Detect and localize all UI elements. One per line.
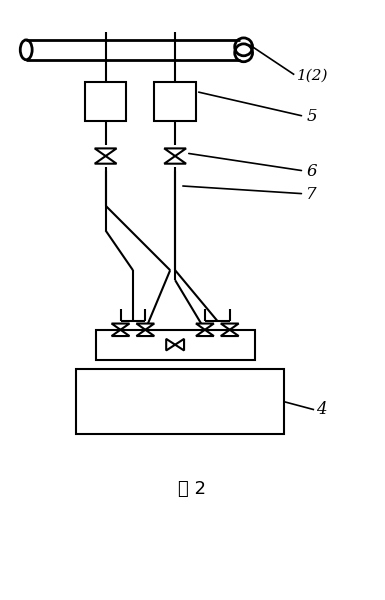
- Bar: [76, 370, 285, 434]
- Polygon shape: [95, 156, 117, 164]
- Polygon shape: [164, 148, 186, 156]
- Polygon shape: [175, 339, 184, 350]
- Bar: [85, 82, 127, 121]
- Polygon shape: [196, 330, 214, 336]
- Text: 6: 6: [306, 163, 317, 180]
- Polygon shape: [166, 339, 175, 350]
- Polygon shape: [164, 156, 186, 164]
- Polygon shape: [136, 330, 154, 336]
- Text: 7: 7: [306, 186, 317, 203]
- Text: 4: 4: [316, 401, 327, 418]
- Polygon shape: [196, 323, 214, 330]
- Bar: [96, 330, 254, 359]
- Polygon shape: [112, 323, 129, 330]
- Polygon shape: [95, 148, 117, 156]
- Bar: [154, 82, 196, 121]
- Polygon shape: [221, 323, 239, 330]
- Polygon shape: [221, 330, 239, 336]
- Polygon shape: [112, 330, 129, 336]
- Polygon shape: [136, 323, 154, 330]
- Text: 1(2): 1(2): [297, 68, 329, 83]
- Text: 图 2: 图 2: [178, 479, 206, 497]
- Text: 5: 5: [306, 108, 317, 125]
